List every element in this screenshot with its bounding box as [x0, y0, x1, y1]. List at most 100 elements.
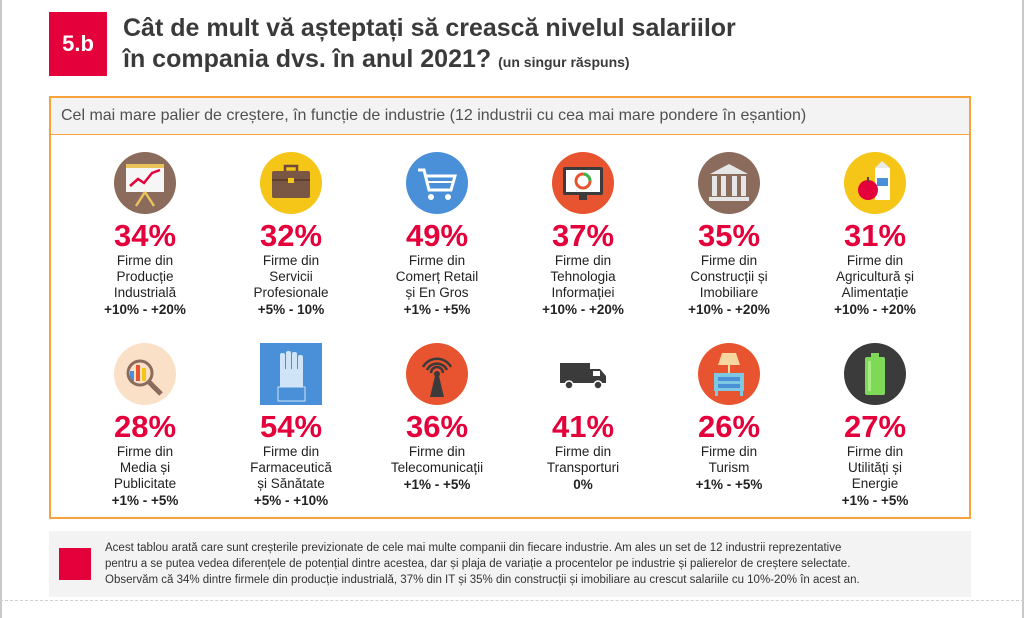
lamp-nightstand-icon: [698, 343, 760, 405]
industry-item: 36% Firme din Telecomunicații +1% - +5%: [367, 343, 507, 494]
industry-label-line: Profesionale: [253, 285, 329, 300]
industry-label: Firme din Farmaceutică și Sănătate: [221, 444, 361, 492]
industry-label-line: Construcții și: [690, 269, 768, 284]
growth-range: +5% - 10%: [257, 302, 325, 317]
industry-label-line: Transporturi: [546, 460, 620, 475]
industry-label-line: Industrială: [113, 285, 177, 300]
industry-item: 31% Firme din Agricultură și Alimentație…: [805, 152, 945, 319]
industry-percentage: 26%: [697, 409, 761, 444]
industry-item: 54% Firme din Farmaceutică și Sănătate +…: [221, 343, 361, 510]
title-note: (un singur răspuns): [498, 54, 630, 70]
industry-percentage: 41%: [551, 409, 615, 444]
industry-item: 37% Firme din Tehnologia Informației +10…: [513, 152, 653, 319]
growth-range: +1% - +5%: [403, 477, 471, 492]
note-line-1: Acest tablou arată care sunt creșterile …: [105, 542, 842, 554]
industry-label-line: Firme din: [554, 253, 612, 268]
bottom-divider: [0, 600, 1024, 602]
shopping-cart-icon: [406, 152, 468, 214]
industry-label: Firme din Telecomunicații: [367, 444, 507, 476]
note-line-2: pentru a se putea vedea diferențele de p…: [105, 558, 851, 570]
industry-label-line: Comerț Retail: [395, 269, 479, 284]
industry-label-line: Firme din: [700, 253, 758, 268]
industry-label-line: Servicii: [269, 269, 313, 284]
industry-label-line: Farmaceutică: [250, 460, 332, 475]
industry-item: 34% Firme din Producție Industrială +10%…: [75, 152, 215, 319]
industry-percentage: 31%: [843, 218, 907, 253]
industry-item: 26% Firme din Turism +1% - +5%: [659, 343, 799, 494]
industry-label-line: Firme din: [846, 444, 904, 459]
growth-range: +5% - +10%: [253, 493, 329, 508]
industry-label: Firme din Comerț Retail și En Gros: [367, 253, 507, 301]
title-line-2: în compania dvs. în anul 2021? (un singu…: [123, 44, 923, 78]
growth-range: +10% - +20%: [688, 302, 770, 317]
industry-label: Firme din Construcții și Imobiliare: [659, 253, 799, 301]
growth-range: +1% - +5%: [841, 493, 909, 508]
section-badge: 5.b: [49, 12, 107, 76]
industry-label-line: Firme din: [262, 253, 320, 268]
industry-label-line: Agricultură și: [835, 269, 915, 284]
industry-label-line: Firme din: [554, 444, 612, 459]
truck-icon: [560, 363, 606, 390]
medical-glove-icon: [260, 343, 322, 405]
industry-label-line: Alimentație: [841, 285, 909, 300]
industry-percentage: 35%: [697, 218, 761, 253]
industry-label: Firme din Tehnologia Informației: [513, 253, 653, 301]
note-marker: [59, 548, 91, 580]
magnifier-chart-icon: [114, 343, 176, 405]
industry-label-line: Imobiliare: [699, 285, 759, 300]
battery-icon: [844, 343, 906, 405]
industry-label: Firme din Transporturi: [513, 444, 653, 476]
industry-percentage: 54%: [259, 409, 323, 444]
industry-label-line: Energie: [851, 476, 899, 491]
growth-range: +10% - +20%: [104, 302, 186, 317]
industry-percentage: 37%: [551, 218, 615, 253]
industry-item: 35% Firme din Construcții și Imobiliare …: [659, 152, 799, 319]
industry-label-line: Tehnologia: [550, 269, 616, 284]
industry-label-line: și En Gros: [405, 285, 469, 300]
industry-percentage: 32%: [259, 218, 323, 253]
industry-label-line: Firme din: [408, 253, 466, 268]
industry-label-line: Utilități și: [847, 460, 902, 475]
industry-label-line: Telecomunicații: [390, 460, 484, 475]
industry-item: 32% Firme din Servicii Profesionale +5% …: [221, 152, 361, 319]
explanatory-note: Acest tablou arată care sunt creșterile …: [49, 531, 971, 597]
monitor-chart-icon: [552, 152, 614, 214]
industry-label-line: Turism: [708, 460, 750, 475]
industry-panel: Cel mai mare palier de creștere, în func…: [49, 96, 971, 519]
page-edge-left: [0, 0, 2, 618]
briefcase-icon: [260, 152, 322, 214]
growth-range: +10% - +20%: [542, 302, 624, 317]
industry-percentage: 34%: [113, 218, 177, 253]
industry-item: 27% Firme din Utilități și Energie +1% -…: [805, 343, 945, 510]
industry-label: Firme din Media și Publicitate: [75, 444, 215, 492]
industry-label: Firme din Servicii Profesionale: [221, 253, 361, 301]
industry-label-line: și Sănătate: [257, 476, 325, 491]
industry-label-line: Publicitate: [113, 476, 177, 491]
growth-range: 0%: [573, 477, 593, 492]
industry-percentage: 28%: [113, 409, 177, 444]
industry-percentage: 49%: [405, 218, 469, 253]
industry-percentage: 27%: [843, 409, 907, 444]
industry-label-line: Firme din: [116, 253, 174, 268]
panel-heading: Cel mai mare palier de creștere, în func…: [51, 98, 969, 135]
industry-label-line: Media și: [119, 460, 171, 475]
growth-range: +1% - +5%: [111, 493, 179, 508]
industry-label-line: Firme din: [262, 444, 320, 459]
growth-range: +10% - +20%: [834, 302, 916, 317]
industry-percentage: 36%: [405, 409, 469, 444]
industry-label-line: Firme din: [700, 444, 758, 459]
industry-item: 28% Firme din Media și Publicitate +1% -…: [75, 343, 215, 510]
industry-label-line: Firme din: [116, 444, 174, 459]
industry-label-line: Firme din: [408, 444, 466, 459]
growth-range: +1% - +5%: [403, 302, 471, 317]
industry-item: 41% Firme din Transporturi 0%: [513, 343, 653, 494]
industry-label-line: Producție: [116, 269, 174, 284]
industry-label: Firme din Producție Industrială: [75, 253, 215, 301]
growth-range: +1% - +5%: [695, 477, 763, 492]
industry-label: Firme din Agricultură și Alimentație: [805, 253, 945, 301]
page-title: Cât de mult vă așteptați să crească nive…: [123, 13, 923, 78]
industry-item: 49% Firme din Comerț Retail și En Gros +…: [367, 152, 507, 319]
page-edge-right: [1022, 0, 1024, 618]
industry-label-line: Informației: [551, 285, 615, 300]
note-text: Acest tablou arată care sunt creșterile …: [105, 540, 961, 588]
